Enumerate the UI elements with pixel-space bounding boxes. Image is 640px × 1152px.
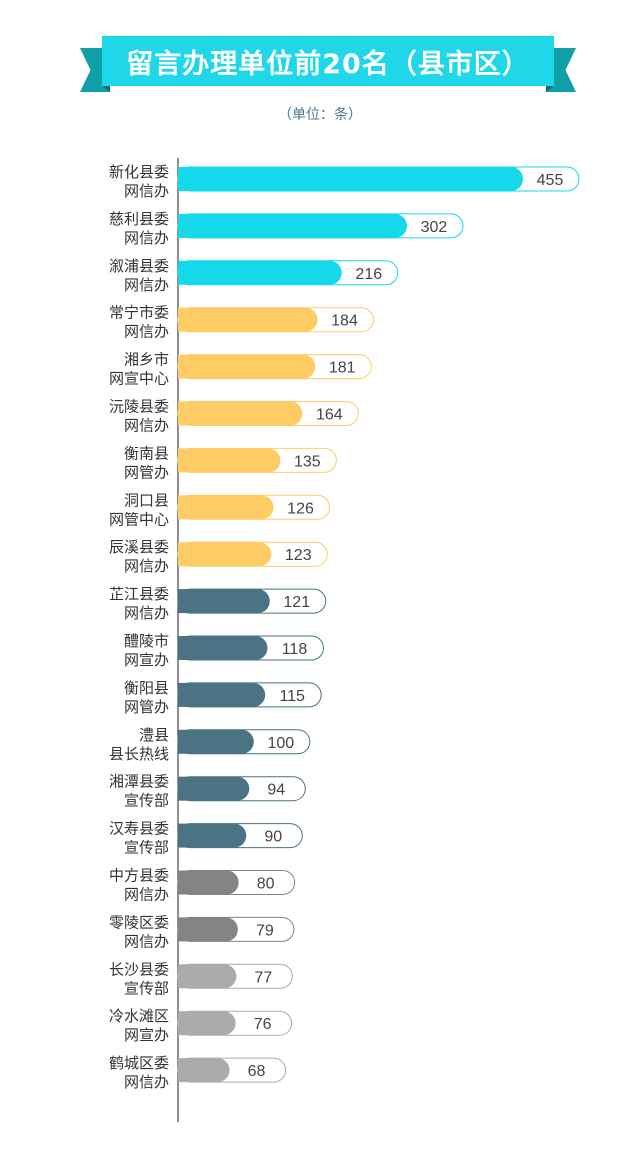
data-label: 115 [279, 688, 305, 705]
bar-left-edge [178, 260, 202, 285]
category-label: 网信办 [124, 557, 169, 575]
data-label: 80 [257, 876, 275, 893]
bar [178, 213, 407, 238]
data-label: 302 [421, 219, 448, 236]
category-label: 汉寿县委 [109, 820, 169, 838]
title-ribbon: 留言办理单位前20名（县市区） [102, 36, 554, 86]
unit-note: （单位：条） [278, 107, 362, 123]
category-label: 辰溪县委 [109, 538, 169, 556]
bar-left-edge [178, 307, 202, 332]
category-label: 澧县 [139, 726, 169, 744]
category-label: 宣传部 [124, 839, 169, 857]
data-label: 164 [316, 407, 343, 424]
chart-title: 留言办理单位前20名（县市区） [126, 48, 530, 80]
category-label: 芷江县委 [109, 585, 169, 603]
title-ribbon-left-fold [102, 86, 110, 92]
category-label: 宣传部 [124, 792, 169, 810]
bar-left-edge [178, 870, 202, 895]
bar-left-edge [178, 1058, 202, 1083]
category-label: 常宁市委 [109, 304, 169, 322]
category-label: 慈利县委 [109, 210, 169, 228]
bar-left-edge [178, 964, 202, 989]
category-label: 长沙县委 [109, 960, 169, 978]
data-label: 76 [254, 1016, 272, 1033]
bar [178, 307, 318, 332]
category-label: 网信办 [124, 1073, 169, 1091]
bar-left-edge [178, 448, 202, 473]
data-label: 135 [294, 453, 321, 470]
category-label: 零陵区委 [109, 913, 169, 931]
bar-left-edge [178, 1011, 202, 1036]
bar-left-edge [178, 495, 202, 520]
bar-left-edge [178, 776, 202, 801]
data-label: 100 [267, 735, 294, 752]
data-label: 184 [331, 313, 358, 330]
category-label: 网宣中心 [109, 370, 169, 388]
bar-left-edge [178, 823, 202, 848]
data-label: 118 [282, 641, 308, 658]
data-label: 68 [248, 1063, 266, 1080]
data-label: 79 [256, 922, 274, 939]
data-label: 121 [283, 594, 310, 611]
category-label: 衡阳县 [124, 679, 169, 697]
category-label: 网信办 [124, 604, 169, 622]
category-label: 网宣办 [124, 651, 169, 669]
bar [178, 448, 281, 473]
category-label: 网信办 [124, 323, 169, 341]
category-label: 衡南县 [124, 444, 169, 462]
bar-left-edge [178, 917, 202, 942]
category-label: 网信办 [124, 276, 169, 294]
bar-left-edge [178, 213, 202, 238]
category-label: 网宣办 [124, 1026, 169, 1044]
data-label: 94 [267, 782, 285, 799]
category-label: 冷水滩区 [109, 1007, 169, 1025]
bar [178, 167, 523, 191]
category-label: 网信办 [124, 886, 169, 904]
category-label: 网信办 [124, 229, 169, 247]
category-label: 鹤城区委 [109, 1054, 169, 1072]
category-label: 县长热线 [109, 745, 169, 763]
category-label: 醴陵市 [124, 632, 169, 650]
category-label: 沅陵县委 [109, 398, 169, 416]
category-label: 网信办 [124, 417, 169, 435]
category-label: 湘潭县委 [109, 773, 169, 791]
bar [178, 354, 316, 379]
data-label: 123 [285, 547, 312, 564]
category-label: 宣传部 [124, 979, 169, 997]
bar [178, 401, 303, 426]
bar-left-edge [178, 167, 202, 191]
category-label: 中方县委 [109, 867, 169, 885]
bar-left-edge [178, 682, 202, 707]
title-ribbon-right-fold [546, 86, 554, 92]
category-label: 网管办 [124, 698, 169, 716]
category-label: 网信办 [124, 182, 169, 200]
bar-left-edge [178, 589, 202, 614]
data-label: 77 [254, 969, 272, 986]
data-label: 455 [537, 172, 564, 189]
bar-left-edge [178, 729, 202, 754]
category-label: 湘乡市 [124, 351, 169, 369]
bar-left-edge [178, 354, 202, 379]
data-label: 181 [329, 360, 356, 377]
category-label: 网管办 [124, 463, 169, 481]
bar-left-edge [178, 542, 202, 567]
category-label: 新化县委 [109, 163, 169, 181]
category-label: 洞口县 [124, 491, 169, 509]
data-label: 90 [264, 829, 282, 846]
bar-left-edge [178, 636, 202, 660]
category-label: 网管中心 [109, 510, 169, 528]
data-label: 126 [287, 500, 314, 517]
category-label: 溆浦县委 [109, 257, 169, 275]
bar-left-edge [178, 401, 202, 426]
data-label: 216 [355, 266, 382, 283]
category-label: 网信办 [124, 932, 169, 950]
bar [178, 260, 342, 285]
bars-group: 455新化县委网信办302慈利县委网信办216溆浦县委网信办184常宁市委网信办… [109, 163, 580, 1091]
